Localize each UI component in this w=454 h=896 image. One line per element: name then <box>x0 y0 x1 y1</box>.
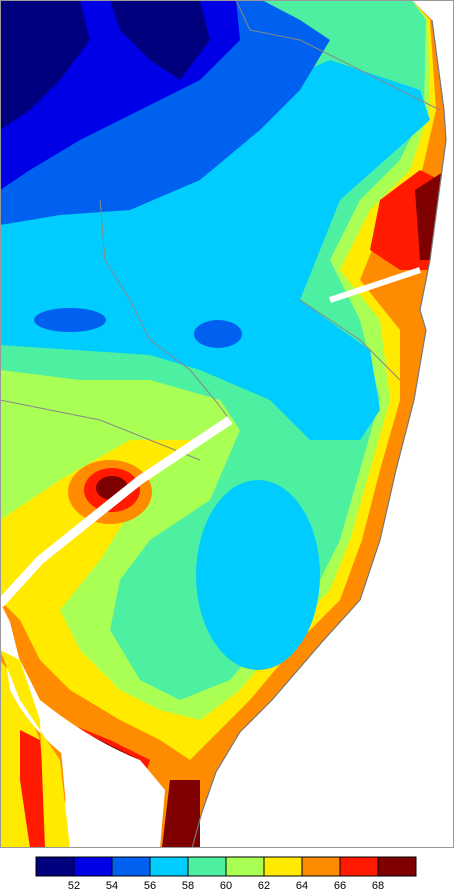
legend-tick-label: 62 <box>258 880 270 892</box>
legend-swatch <box>225 856 265 877</box>
zone <box>34 308 106 332</box>
legend-swatch <box>339 856 379 877</box>
bay <box>329 267 421 303</box>
ocean <box>200 0 454 848</box>
county-line <box>99 199 231 421</box>
county-line <box>299 299 401 381</box>
zone <box>20 730 50 848</box>
legend-tick-label: 54 <box>106 880 118 892</box>
legend-swatch <box>377 856 417 877</box>
legend-tick-label: 58 <box>182 880 194 892</box>
legend-swatch <box>111 856 151 877</box>
state-line <box>235 0 441 111</box>
legend-swatch <box>149 856 189 877</box>
coastline <box>191 19 447 849</box>
zone <box>162 780 200 848</box>
delaware-river <box>0 416 233 608</box>
legend-swatch <box>73 856 113 877</box>
legend-swatch <box>263 856 303 877</box>
zone <box>194 320 242 348</box>
zone <box>0 650 70 848</box>
legend-swatch <box>301 856 341 877</box>
zone <box>110 0 210 80</box>
zone <box>0 60 430 440</box>
legend-tick-label: 52 <box>68 880 80 892</box>
legend-tick-label: 64 <box>296 880 308 892</box>
legend-swatch <box>187 856 227 877</box>
zone <box>0 0 90 130</box>
legend-tick-label: 56 <box>144 880 156 892</box>
zone <box>196 480 320 670</box>
legend-swatch <box>35 856 75 877</box>
county-line <box>0 399 201 461</box>
legend-tick-label: 60 <box>220 880 232 892</box>
legend-tick-label: 66 <box>334 880 346 892</box>
colorbar: 52 54 56 58 60 62 64 66 68 <box>35 856 417 892</box>
delaware-bay <box>0 620 165 848</box>
boundaries <box>0 0 441 461</box>
legend-tick-label: 68 <box>372 880 384 892</box>
